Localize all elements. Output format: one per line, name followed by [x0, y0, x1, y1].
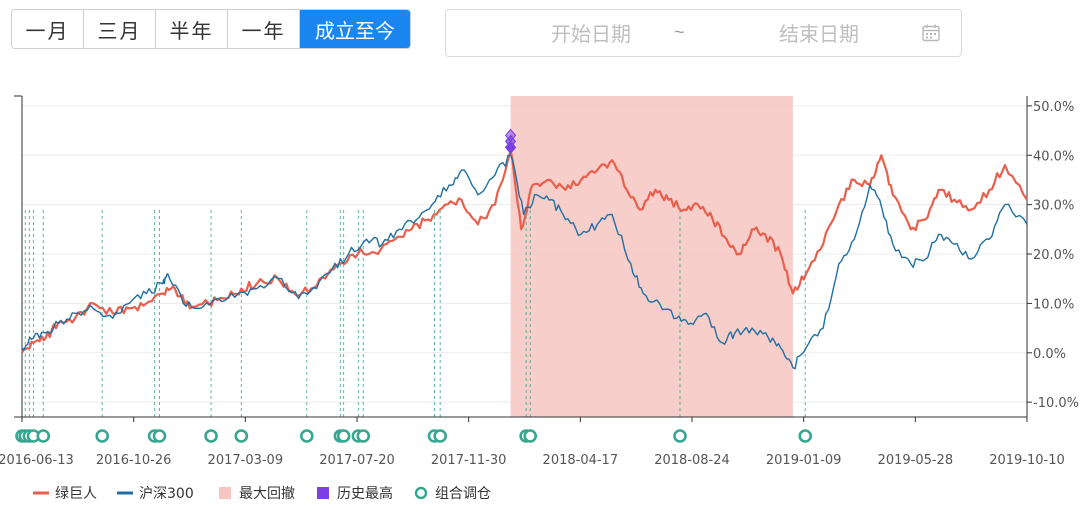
x-tick-label: 2017-11-30	[431, 453, 507, 468]
rebalance-marker	[798, 429, 813, 443]
x-tick-label: 2017-03-09	[208, 453, 284, 468]
rebalance-marker	[673, 429, 687, 443]
legend-label: 最大回撤	[239, 486, 295, 502]
historical-high-marker	[504, 140, 517, 155]
legend-label: 历史最高	[337, 485, 393, 502]
rebalance-marker	[356, 429, 371, 443]
legend-label: 沪深300	[139, 486, 194, 502]
x-tick-label: 2018-04-17	[543, 453, 619, 468]
x-axis-tick-labels: 2016-06-13 2016-10-26 2017-03-09 2017-07-20…	[0, 453, 1065, 468]
series-lines	[21, 149, 1028, 370]
y-tick-label: 0.0%	[1033, 347, 1066, 362]
y-tick-label: 10.0%	[1033, 297, 1074, 312]
x-tick-label: 2019-10-10	[989, 453, 1065, 468]
rebalance-marker	[36, 429, 51, 443]
x-tick-label: 2016-06-13	[0, 453, 74, 468]
range-1-year-button[interactable]: 一年	[228, 10, 300, 48]
time-range-selector: 一月 三月 半年 一年 成立至今	[11, 9, 411, 49]
x-tick-label: 2016-10-26	[96, 453, 172, 468]
chart-legend: 绿巨人 沪深300 最大回撤 历史最高 组合调仓	[33, 485, 491, 502]
legend-label: 绿巨人	[55, 486, 97, 502]
max-drawdown-area	[510, 96, 793, 417]
range-3-months-button[interactable]: 三月	[84, 10, 156, 48]
y-tick-label: 50.0%	[1033, 100, 1074, 115]
rebalance-marker	[433, 429, 448, 443]
rebalance-marker	[234, 429, 249, 443]
rebalance-marker	[300, 429, 314, 443]
legend-swatch	[414, 486, 428, 500]
y-tick-label: 30.0%	[1033, 199, 1074, 214]
y-tick-label: 40.0%	[1033, 149, 1074, 164]
historical-high-markers	[504, 128, 517, 155]
legend-swatch	[317, 487, 329, 499]
rebalance-guide-lines	[21, 207, 806, 417]
legend-swatch	[219, 487, 231, 499]
y-axis-tick-labels: -10.0% 0.0% 10.0% 20.0% 30.0% 40.0% 50.0%	[1033, 100, 1079, 411]
x-tick-label: 2017-07-20	[319, 453, 395, 468]
range-half-year-button[interactable]: 半年	[156, 10, 228, 48]
rebalance-marker	[336, 429, 351, 443]
range-since-inception-button[interactable]: 成立至今	[300, 10, 410, 48]
end-date-input[interactable]	[742, 20, 896, 48]
y-tick-label: -10.0%	[1033, 396, 1079, 411]
rebalance-marker	[204, 429, 218, 443]
index-series-line	[21, 154, 1028, 370]
x-tick-label: 2019-01-09	[766, 453, 842, 468]
calendar-icon[interactable]	[921, 23, 941, 48]
fund-series-line	[21, 149, 1028, 354]
rebalance-marker	[152, 429, 167, 443]
x-tick-label: 2018-08-24	[654, 453, 730, 468]
rebalance-marker	[523, 429, 538, 443]
chart-axes	[14, 95, 1032, 422]
date-separator: ~	[674, 22, 685, 42]
rebalance-marker	[95, 429, 110, 443]
legend-label: 组合调仓	[435, 486, 491, 502]
x-tick-label: 2019-05-28	[878, 453, 954, 468]
max-drawdown-region	[510, 96, 793, 417]
y-tick-label: 20.0%	[1033, 248, 1074, 263]
rebalance-markers	[15, 429, 813, 443]
range-1-month-button[interactable]: 一月	[12, 10, 84, 48]
date-range-picker[interactable]: ~	[445, 9, 962, 57]
start-date-input[interactable]	[514, 20, 668, 48]
